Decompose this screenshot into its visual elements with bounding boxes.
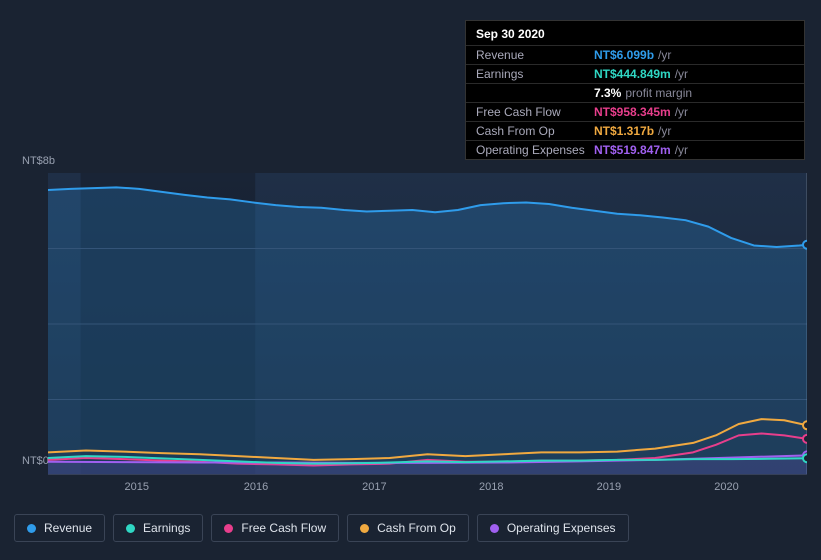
tooltip-row-value: NT$1.317b [594, 124, 654, 138]
tooltip-row: EarningsNT$444.849m/yr [466, 64, 804, 83]
tooltip-row: Cash From OpNT$1.317b/yr [466, 121, 804, 140]
tooltip-date: Sep 30 2020 [466, 21, 804, 45]
x-axis-tick: 2020 [714, 481, 738, 493]
tooltip-row-label: Earnings [476, 67, 594, 81]
legend-item[interactable]: Earnings [113, 514, 203, 542]
tooltip-row-label: Free Cash Flow [476, 105, 594, 119]
tooltip-row-unit: profit margin [625, 86, 692, 100]
tooltip-row: RevenueNT$6.099b/yr [466, 45, 804, 64]
legend-label: Cash From Op [377, 521, 456, 535]
legend-swatch [224, 524, 233, 533]
legend-label: Revenue [44, 521, 92, 535]
tooltip-rows: RevenueNT$6.099b/yrEarningsNT$444.849m/y… [466, 45, 804, 159]
tooltip-row-unit: /yr [675, 67, 688, 81]
chart-svg [48, 173, 807, 475]
legend-label: Operating Expenses [507, 521, 616, 535]
legend-swatch [27, 524, 36, 533]
tooltip-row-unit: /yr [675, 105, 688, 119]
tooltip-row-value: NT$6.099b [594, 48, 654, 62]
x-axis-tick: 2018 [479, 481, 503, 493]
tooltip-row-value: 7.3% [594, 86, 621, 100]
tooltip-row: Operating ExpensesNT$519.847m/yr [466, 140, 804, 159]
tooltip-row-value: NT$444.849m [594, 67, 671, 81]
chart-area: NT$8b NT$0 2015 2016 2017 2018 2019 2020 [14, 155, 807, 495]
legend-item[interactable]: Revenue [14, 514, 105, 542]
tooltip-row-unit: /yr [658, 48, 671, 62]
x-axis-tick: 2017 [362, 481, 386, 493]
x-axis-labels: 2015 2016 2017 2018 2019 2020 [48, 481, 807, 497]
legend-label: Earnings [143, 521, 190, 535]
tooltip-row-label: Cash From Op [476, 124, 594, 138]
x-axis-tick: 2015 [125, 481, 149, 493]
legend-item[interactable]: Cash From Op [347, 514, 469, 542]
tooltip-row-label [476, 86, 594, 100]
y-axis-min: NT$0 [22, 455, 49, 467]
x-axis-tick: 2016 [244, 481, 268, 493]
legend-swatch [360, 524, 369, 533]
tooltip-row: Free Cash FlowNT$958.345m/yr [466, 102, 804, 121]
tooltip-row-label: Revenue [476, 48, 594, 62]
legend-item[interactable]: Free Cash Flow [211, 514, 339, 542]
tooltip-row-unit: /yr [658, 124, 671, 138]
plot-region[interactable] [48, 173, 807, 475]
tooltip-row-unit: /yr [675, 143, 688, 157]
tooltip-row-value: NT$519.847m [594, 143, 671, 157]
legend: Revenue Earnings Free Cash Flow Cash From O… [14, 514, 629, 542]
legend-label: Free Cash Flow [241, 521, 326, 535]
tooltip-row-value: NT$958.345m [594, 105, 671, 119]
legend-swatch [490, 524, 499, 533]
tooltip-row-label: Operating Expenses [476, 143, 594, 157]
legend-item[interactable]: Operating Expenses [477, 514, 629, 542]
y-axis-max: NT$8b [22, 155, 55, 167]
tooltip-row: 7.3% profit margin [466, 83, 804, 102]
x-axis-tick: 2019 [597, 481, 621, 493]
chart-tooltip: Sep 30 2020 RevenueNT$6.099b/yrEarningsN… [465, 20, 805, 160]
legend-swatch [126, 524, 135, 533]
